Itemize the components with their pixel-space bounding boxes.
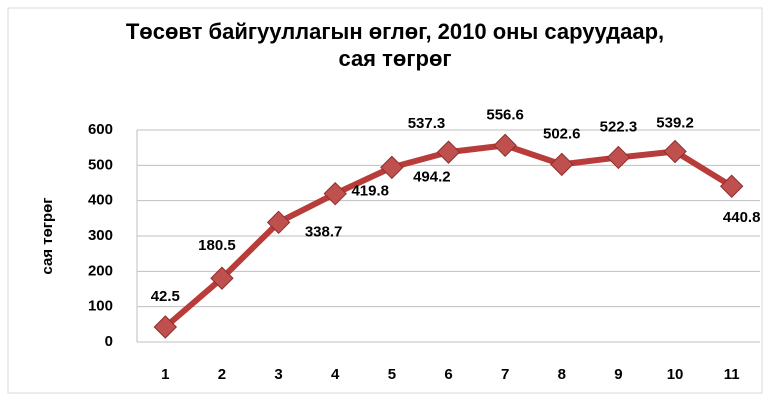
y-tick-label: 500	[88, 156, 113, 173]
y-tick-label: 200	[88, 262, 113, 279]
y-tick-label: 0	[105, 333, 113, 350]
x-tick-label: 8	[558, 366, 566, 383]
marker	[436, 140, 461, 164]
x-tick-label: 11	[724, 366, 740, 383]
data-label: 338.7	[305, 223, 343, 240]
y-tick-label: 100	[88, 298, 113, 315]
data-label: 42.5	[151, 288, 180, 305]
data-label: 537.3	[408, 115, 446, 132]
marker	[380, 155, 404, 180]
data-label: 539.2	[656, 114, 694, 131]
x-tick-label: 9	[614, 366, 622, 383]
data-label: 419.8	[351, 183, 389, 200]
marker	[153, 315, 178, 339]
x-tick-label: 10	[667, 366, 684, 383]
x-tick-label: 3	[274, 366, 282, 383]
data-label: 494.2	[413, 168, 451, 185]
y-axis-label: сая төгрөг	[39, 197, 56, 274]
marker	[606, 145, 631, 170]
x-tick-label: 2	[218, 366, 226, 383]
data-label: 440.8	[723, 209, 761, 226]
marker	[210, 266, 234, 290]
data-label: 556.6	[486, 106, 524, 123]
x-tick-label: 6	[444, 366, 452, 383]
data-label: 502.6	[543, 125, 581, 142]
marker	[550, 152, 574, 177]
marker	[323, 181, 347, 206]
marker	[663, 139, 687, 164]
x-tick-label: 1	[161, 366, 169, 383]
marker	[266, 210, 291, 235]
marker	[719, 174, 744, 198]
chart-title: Төсөвт байгууллагын өглөг, 2010 оны сару…	[125, 19, 665, 71]
y-tick-label: 600	[88, 121, 113, 138]
y-tick-label: 300	[88, 227, 113, 244]
x-tick-label: 5	[388, 366, 396, 383]
x-tick-label: 4	[331, 366, 340, 383]
marker	[493, 133, 517, 158]
x-tick-label: 7	[501, 366, 509, 383]
data-label: 180.5	[198, 237, 236, 254]
y-tick-label: 400	[88, 192, 113, 209]
data-label: 522.3	[600, 118, 638, 135]
frame	[7, 7, 763, 394]
